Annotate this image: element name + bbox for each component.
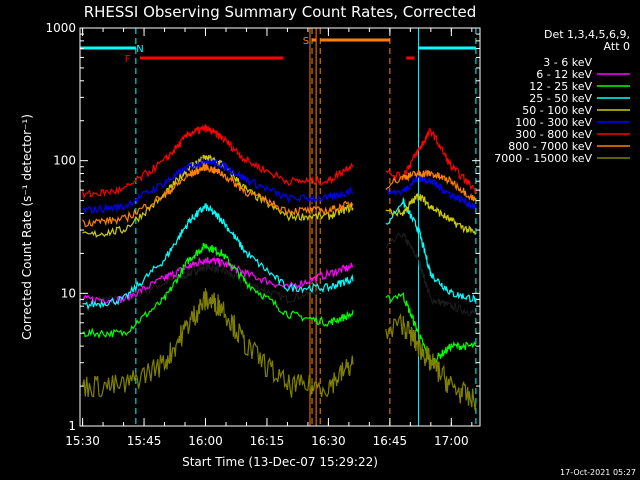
x-tick-label: 16:30: [311, 434, 346, 448]
x-axis: 15:30 15:45 16:00 16:15 16:30 16:45 17:00: [65, 28, 473, 448]
y-tick-label: 1000: [45, 21, 76, 35]
x-tick-label: 16:00: [188, 434, 223, 448]
x-axis-label: Start Time (13-Dec-07 15:29:22): [182, 455, 378, 469]
y-tick-label: 100: [53, 154, 76, 168]
series-line-8: [82, 288, 477, 411]
series-line-6: [82, 123, 477, 200]
legend-subheader: Att 0: [604, 40, 630, 53]
mode-label-f: F: [125, 54, 131, 65]
mode-label-n: N: [136, 44, 143, 55]
x-tick-label: 17:00: [434, 434, 469, 448]
generation-timestamp: 17-Oct-2021 05:27: [560, 468, 636, 477]
x-tick-label: 15:45: [127, 434, 162, 448]
legend-label: 6 - 12 keV: [536, 68, 592, 81]
legend-label: 800 - 7000 keV: [508, 140, 592, 153]
observing-mode-bars: NF S: [80, 36, 476, 65]
legend-label: 100 - 300 keV: [515, 116, 592, 129]
legend-label: 300 - 800 keV: [515, 128, 592, 141]
chart-title: RHESSI Observing Summary Count Rates, Co…: [84, 3, 477, 21]
plot-frame: [79, 27, 481, 427]
x-tick-label: 15:30: [65, 434, 100, 448]
attenuator-markers: [135, 28, 477, 426]
x-tick-label: 16:45: [373, 434, 408, 448]
legend-label: 50 - 100 keV: [522, 104, 592, 117]
x-tick-label: 16:15: [250, 434, 285, 448]
legend-label: 3 - 6 keV: [543, 56, 592, 69]
series-line-0: [82, 232, 477, 317]
legend-header: Det 1,3,4,5,6,9,: [544, 28, 630, 41]
series-line-2: [82, 242, 477, 366]
y-axis-label: Corrected Count Rate (s⁻¹ detector⁻¹): [20, 114, 34, 340]
mode-label-s: S: [303, 36, 309, 47]
legend-label: 7000 - 15000 keV: [494, 152, 592, 165]
legend-label: 12 - 25 keV: [529, 80, 592, 93]
legend-label: 25 - 50 keV: [529, 92, 592, 105]
y-axis: 1 10 100 1000: [45, 21, 480, 433]
series-line-5: [82, 157, 477, 215]
y-tick-label: 1: [68, 419, 76, 433]
series-line-7: [82, 161, 477, 227]
series-layer: [82, 123, 477, 411]
series-line-1: [82, 256, 354, 305]
y-tick-label: 10: [61, 286, 76, 300]
series-line-3: [82, 196, 477, 311]
